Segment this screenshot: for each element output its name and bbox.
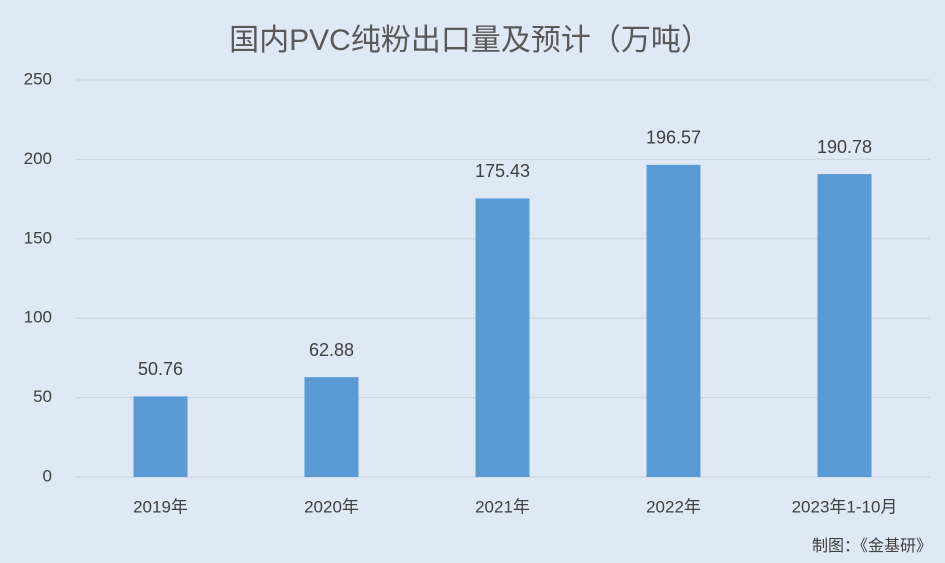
bar <box>817 174 872 477</box>
x-tick-label: 2021年 <box>475 497 530 516</box>
bar <box>646 164 701 477</box>
y-tick-label: 100 <box>24 308 52 327</box>
y-tick-label: 0 <box>43 466 52 485</box>
x-tick-label: 2023年1-10月 <box>792 497 898 516</box>
x-tick-label: 2022年 <box>646 497 701 516</box>
y-tick-label: 50 <box>33 387 52 406</box>
y-tick-label: 200 <box>24 149 52 168</box>
data-label: 190.78 <box>817 137 872 157</box>
data-label: 62.88 <box>309 340 354 360</box>
bar <box>304 377 359 477</box>
y-tick-label: 150 <box>24 228 52 247</box>
data-label: 50.76 <box>138 359 183 379</box>
bar <box>133 396 188 477</box>
x-tick-label: 2020年 <box>304 497 359 516</box>
bar <box>475 198 530 477</box>
x-tick-label: 2019年 <box>133 497 188 516</box>
source-note: 制图：《金基研》 <box>812 537 932 555</box>
chart-title: 国内PVC纯粉出口量及预计（万吨） <box>229 24 711 57</box>
data-label: 175.43 <box>475 161 530 181</box>
data-label: 196.57 <box>646 128 701 148</box>
y-tick-label: 250 <box>24 69 52 88</box>
